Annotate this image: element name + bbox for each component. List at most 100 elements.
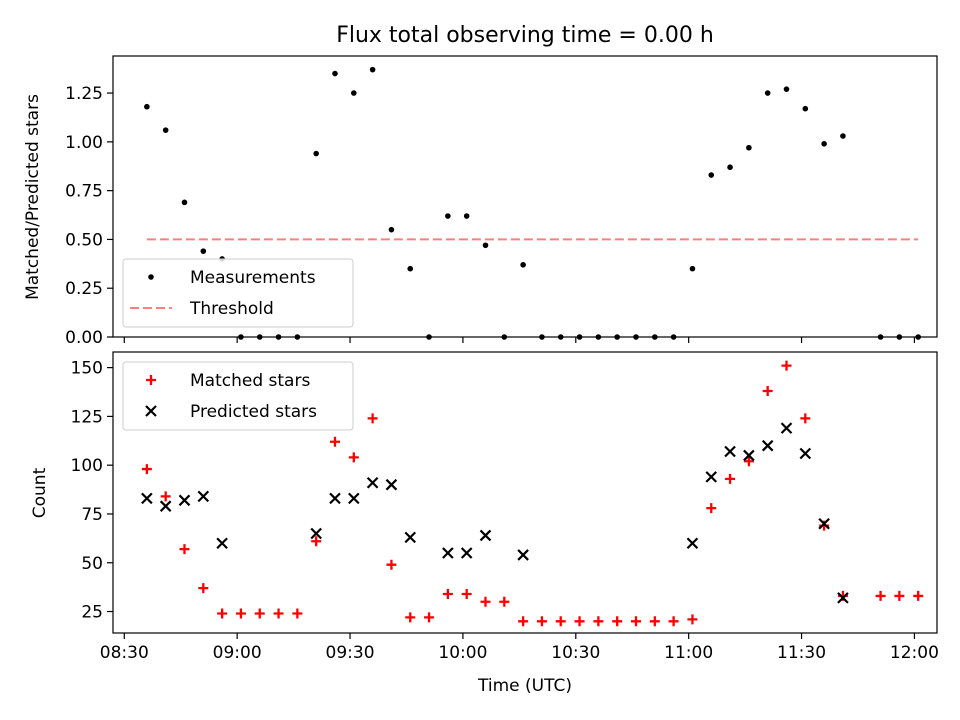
measurement-point — [482, 242, 489, 249]
x-tick-label: 10:30 — [551, 643, 600, 663]
legend-label: Predicted stars — [190, 402, 317, 422]
predicted-star-point — [837, 592, 849, 604]
y-tick-label: 50 — [81, 554, 103, 574]
matched-star-point — [480, 596, 491, 607]
measurement-point — [200, 248, 207, 254]
x-axis-label: Time (UTC) — [477, 676, 572, 696]
measurement-point — [764, 90, 771, 96]
x-tick-label: 10:00 — [438, 643, 487, 663]
matched-star-point — [668, 616, 679, 627]
x-tick-label: 11:30 — [777, 643, 826, 663]
legend-label: Measurements — [190, 268, 316, 288]
predicted-star-point — [310, 527, 322, 540]
matched-star-point — [743, 456, 754, 467]
matched-star-point — [781, 360, 792, 371]
measurement-point — [746, 144, 752, 151]
predicted-star-point — [780, 422, 793, 434]
measurement-point — [802, 105, 809, 112]
legend: Measurements Threshold — [122, 258, 354, 328]
matched-star-point — [706, 503, 717, 514]
y-tick-label: 1.00 — [65, 133, 103, 153]
predicted-star-point — [479, 529, 492, 542]
predicted-star-point — [178, 494, 191, 507]
predicted-star-point — [197, 490, 210, 503]
matched-star-point — [574, 616, 585, 627]
predicted-star-point — [705, 471, 718, 483]
legend-marker-dot — [148, 274, 154, 280]
y-tick-label: 125 — [71, 407, 103, 427]
x-tick-label: 08:30 — [100, 643, 149, 663]
y-tick-label: 0.50 — [65, 230, 103, 250]
y-tick-label: 1.25 — [65, 84, 103, 104]
measurement-point — [162, 127, 169, 133]
x-tick-label: 12:00 — [890, 643, 939, 663]
measurement-point — [332, 70, 338, 77]
matched-star-point — [348, 452, 359, 463]
ratio-panel: Flux total observing time = 0.00 h Match… — [23, 23, 938, 348]
predicted-star-point — [743, 449, 755, 462]
measurement-point — [727, 164, 733, 171]
matched-star-point — [198, 583, 209, 594]
y-axis-label: Matched/Predicted stars — [23, 94, 43, 300]
legend-label: Matched stars — [190, 371, 310, 391]
y-tick-label: 0.75 — [65, 182, 103, 202]
matched-star-point — [593, 616, 604, 627]
predicted-star-point — [159, 500, 172, 512]
measurement-point — [689, 265, 696, 272]
measurement-point — [351, 90, 357, 96]
measurement-point — [463, 213, 470, 219]
measurement-point — [520, 261, 526, 268]
measurement-point — [840, 133, 846, 139]
predicted-star-point — [517, 549, 529, 561]
matched-star-point — [386, 559, 397, 570]
predicted-star-point — [442, 547, 454, 559]
matched-star-point — [254, 608, 265, 619]
y-tick-label: 25 — [81, 603, 103, 623]
matched-star-point — [518, 616, 529, 627]
legend-box — [122, 361, 354, 431]
y-tick-label: 150 — [71, 359, 103, 379]
predicted-star-point — [348, 492, 360, 505]
legend: Matched stars Predicted stars — [122, 361, 354, 431]
matched-star-point — [292, 608, 303, 619]
y-tick-label: 100 — [71, 456, 103, 476]
matched-star-point — [442, 588, 453, 599]
matched-star-point — [311, 536, 322, 547]
x-tick-label: 11:00 — [664, 643, 713, 663]
matched-star-point — [217, 608, 228, 619]
predicted-star-point — [724, 445, 736, 458]
matched-star-point — [141, 464, 152, 475]
axes-frame — [112, 351, 938, 634]
predicted-star-point — [761, 439, 774, 452]
matched-star-point — [800, 413, 811, 424]
x-tick-label: 09:00 — [213, 643, 262, 663]
measurement-point — [369, 66, 376, 73]
matched-star-point — [273, 608, 284, 619]
legend-marker-plus — [146, 375, 156, 385]
matched-star-point — [913, 590, 924, 601]
matched-star-point — [649, 616, 660, 627]
matched-star-point — [367, 413, 378, 424]
chart-title: Flux total observing time = 0.00 h — [336, 23, 714, 48]
legend-marker-x — [145, 405, 157, 417]
matched-star-point — [235, 608, 246, 619]
measurement-point — [313, 150, 319, 157]
y-tick-label: 75 — [81, 505, 103, 525]
measurement-point — [708, 172, 715, 178]
matched-star-point — [424, 612, 435, 623]
predicted-star-point — [686, 537, 699, 550]
predicted-star-point — [818, 517, 830, 530]
measurement-point — [783, 86, 790, 92]
predicted-star-point — [141, 492, 153, 505]
legend-label: Threshold — [189, 299, 274, 319]
measurement-point — [181, 199, 188, 206]
predicted-star-point — [329, 492, 341, 505]
measurement-point — [821, 141, 827, 147]
predicted-star-point — [216, 537, 228, 550]
matched-star-point — [536, 616, 547, 627]
matched-star-point — [555, 616, 566, 627]
x-tick-label: 09:30 — [326, 643, 375, 663]
matched-star-point — [160, 491, 171, 502]
